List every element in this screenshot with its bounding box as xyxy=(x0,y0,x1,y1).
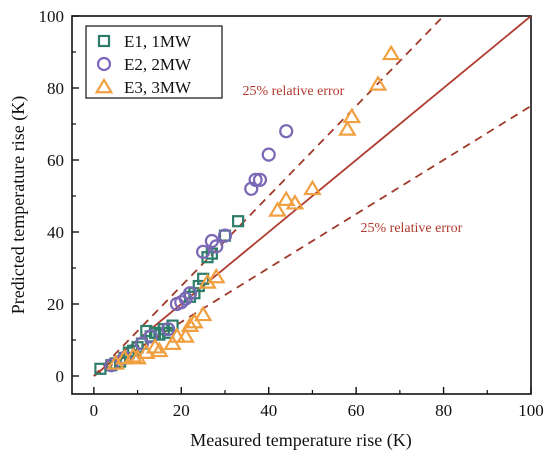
y-axis-ticks: 0 20 40 60 80 100 xyxy=(39,7,79,386)
annotations: 25% relative error 25% relative error xyxy=(242,84,462,236)
data-point-circle xyxy=(252,172,268,187)
data-point-triangle xyxy=(303,179,322,196)
data-point-circle xyxy=(196,244,211,259)
error-bound-line-1 xyxy=(93,16,445,377)
error-annotation: 25% relative error xyxy=(242,84,344,99)
y-tick-label: 100 xyxy=(39,7,65,26)
data-point-circle xyxy=(209,239,224,254)
data-point-triangle xyxy=(206,267,226,284)
data-point-triangle xyxy=(167,327,187,343)
data-point-triangle xyxy=(193,305,213,322)
x-axis-ticks: 0 20 40 60 80 100 xyxy=(90,387,544,420)
x-tick-label: 20 xyxy=(173,401,190,420)
x-tick-label: 0 xyxy=(90,401,99,420)
data-point-triangle xyxy=(180,316,200,332)
data-point-circle xyxy=(248,172,263,187)
y-tick-label: 80 xyxy=(47,79,64,98)
data-point-circle xyxy=(104,358,119,373)
y-axis-title: Predicted temperature rise (K) xyxy=(8,96,29,314)
y-tick-label: 20 xyxy=(47,295,64,314)
plot-frame xyxy=(71,15,532,395)
data-point-triangle xyxy=(123,347,143,363)
data-point-triangle xyxy=(268,201,287,217)
data-point-circle xyxy=(182,286,198,301)
identity-line xyxy=(93,16,531,377)
data-point-square xyxy=(166,319,179,332)
x-tick-label: 100 xyxy=(518,401,544,420)
data-point-triangle xyxy=(338,120,357,136)
data-point-circle xyxy=(143,329,158,344)
x-tick-label: 40 xyxy=(260,401,277,420)
legend-label: E2, 2MW xyxy=(124,55,192,74)
x-tick-label: 80 xyxy=(435,401,452,420)
legend-marker-triangle xyxy=(94,77,114,94)
data-point-square xyxy=(205,247,218,260)
x-tick-label: 60 xyxy=(348,401,365,420)
legend-marker-square xyxy=(97,34,111,48)
data-point-triangle xyxy=(285,194,305,210)
data-point-circle xyxy=(161,322,176,337)
data-point-triangle xyxy=(381,44,401,61)
data-point-triangle xyxy=(150,341,169,358)
x-axis-title: Measured temperature rise (K) xyxy=(190,430,411,451)
data-point-circle xyxy=(134,336,150,351)
data-points xyxy=(94,44,401,375)
data-point-triangle xyxy=(342,107,362,124)
legend-label: E1, 1MW xyxy=(124,32,192,51)
legend: E1, 1MW E2, 2MW E3, 3MW xyxy=(85,25,223,99)
data-point-triangle xyxy=(276,190,296,206)
y-tick-label: 40 xyxy=(47,223,64,242)
data-point-square xyxy=(232,215,245,228)
data-point-triangle xyxy=(176,327,195,343)
data-point-circle xyxy=(279,124,294,139)
error-annotation: 25% relative error xyxy=(361,221,463,236)
data-point-triangle xyxy=(368,75,388,91)
legend-label: E3, 3MW xyxy=(124,78,192,97)
y-tick-label: 60 xyxy=(47,151,64,170)
legend-marker-circle xyxy=(96,56,112,72)
data-point-circle xyxy=(217,228,233,243)
data-point-circle xyxy=(261,147,276,162)
y-tick-label: 0 xyxy=(56,367,65,386)
